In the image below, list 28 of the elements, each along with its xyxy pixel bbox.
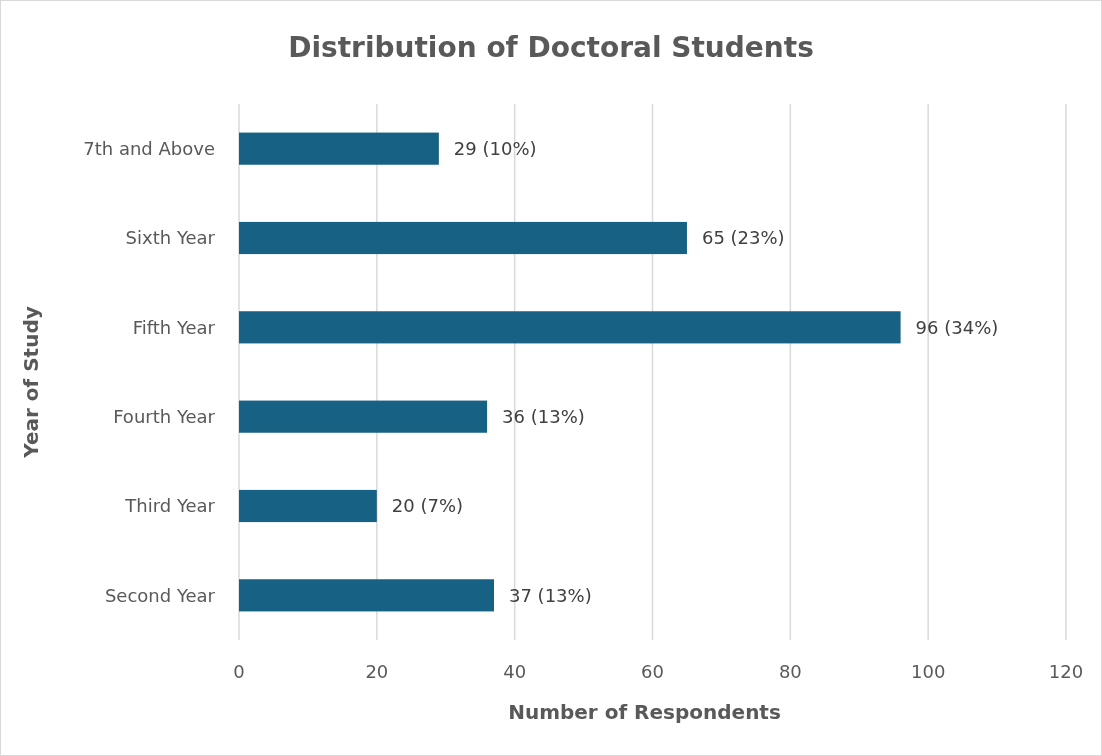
bar	[239, 311, 901, 344]
x-tick-label: 60	[641, 661, 664, 682]
data-label: 29 (10%)	[453, 137, 537, 159]
y-tick-label: Third Year	[124, 495, 216, 517]
bar	[239, 579, 494, 612]
x-tick-label: 100	[910, 661, 946, 682]
bar	[239, 489, 377, 523]
x-tick-label: 120	[1048, 661, 1084, 682]
y-tick-label: Second Year	[104, 584, 216, 606]
data-label: 36 (13%)	[502, 405, 585, 427]
x-tick-label: 20	[365, 661, 389, 682]
x-axis-title: Number of Respondents	[508, 700, 781, 724]
x-tick-label: 80	[778, 661, 802, 682]
y-tick-label: Fourth Year	[113, 405, 216, 427]
chart-title: Distribution of Doctoral Students	[288, 31, 814, 64]
x-tick-label: 0	[233, 661, 245, 682]
bar	[239, 221, 687, 255]
x-tick-label: 40	[503, 661, 527, 682]
data-label: 37 (13%)	[508, 584, 592, 606]
bar	[239, 400, 488, 433]
y-tick-label: Fifth Year	[132, 316, 216, 338]
data-label: 20 (7%)	[391, 495, 464, 517]
bar	[239, 132, 439, 165]
data-label: 65 (23%)	[701, 227, 785, 249]
y-axis-title: Year of Study	[19, 306, 43, 459]
y-tick-label: Sixth Year	[125, 227, 216, 249]
data-label: 96 (34%)	[915, 316, 999, 338]
y-tick-label: 7th and Above	[83, 137, 215, 159]
